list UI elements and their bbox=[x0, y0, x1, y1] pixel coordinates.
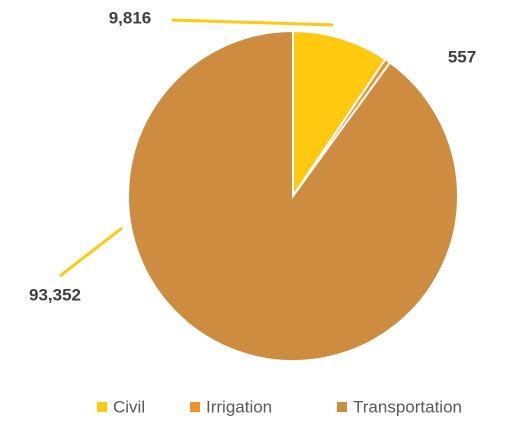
legend-swatch bbox=[190, 402, 200, 412]
legend-label: Transportation bbox=[353, 397, 462, 416]
data-label: 9,816 bbox=[109, 8, 152, 27]
pie-slice bbox=[292, 29, 387, 200]
leader-line bbox=[171, 18, 334, 27]
legend-swatch bbox=[97, 402, 107, 412]
legend-label: Irrigation bbox=[206, 397, 272, 416]
data-label: 557 bbox=[448, 47, 476, 66]
data-label: 93,352 bbox=[29, 285, 81, 304]
legend-swatch bbox=[337, 402, 347, 412]
leader-line bbox=[59, 226, 123, 278]
legend-label: Civil bbox=[113, 397, 145, 416]
pie-slice bbox=[127, 29, 459, 362]
